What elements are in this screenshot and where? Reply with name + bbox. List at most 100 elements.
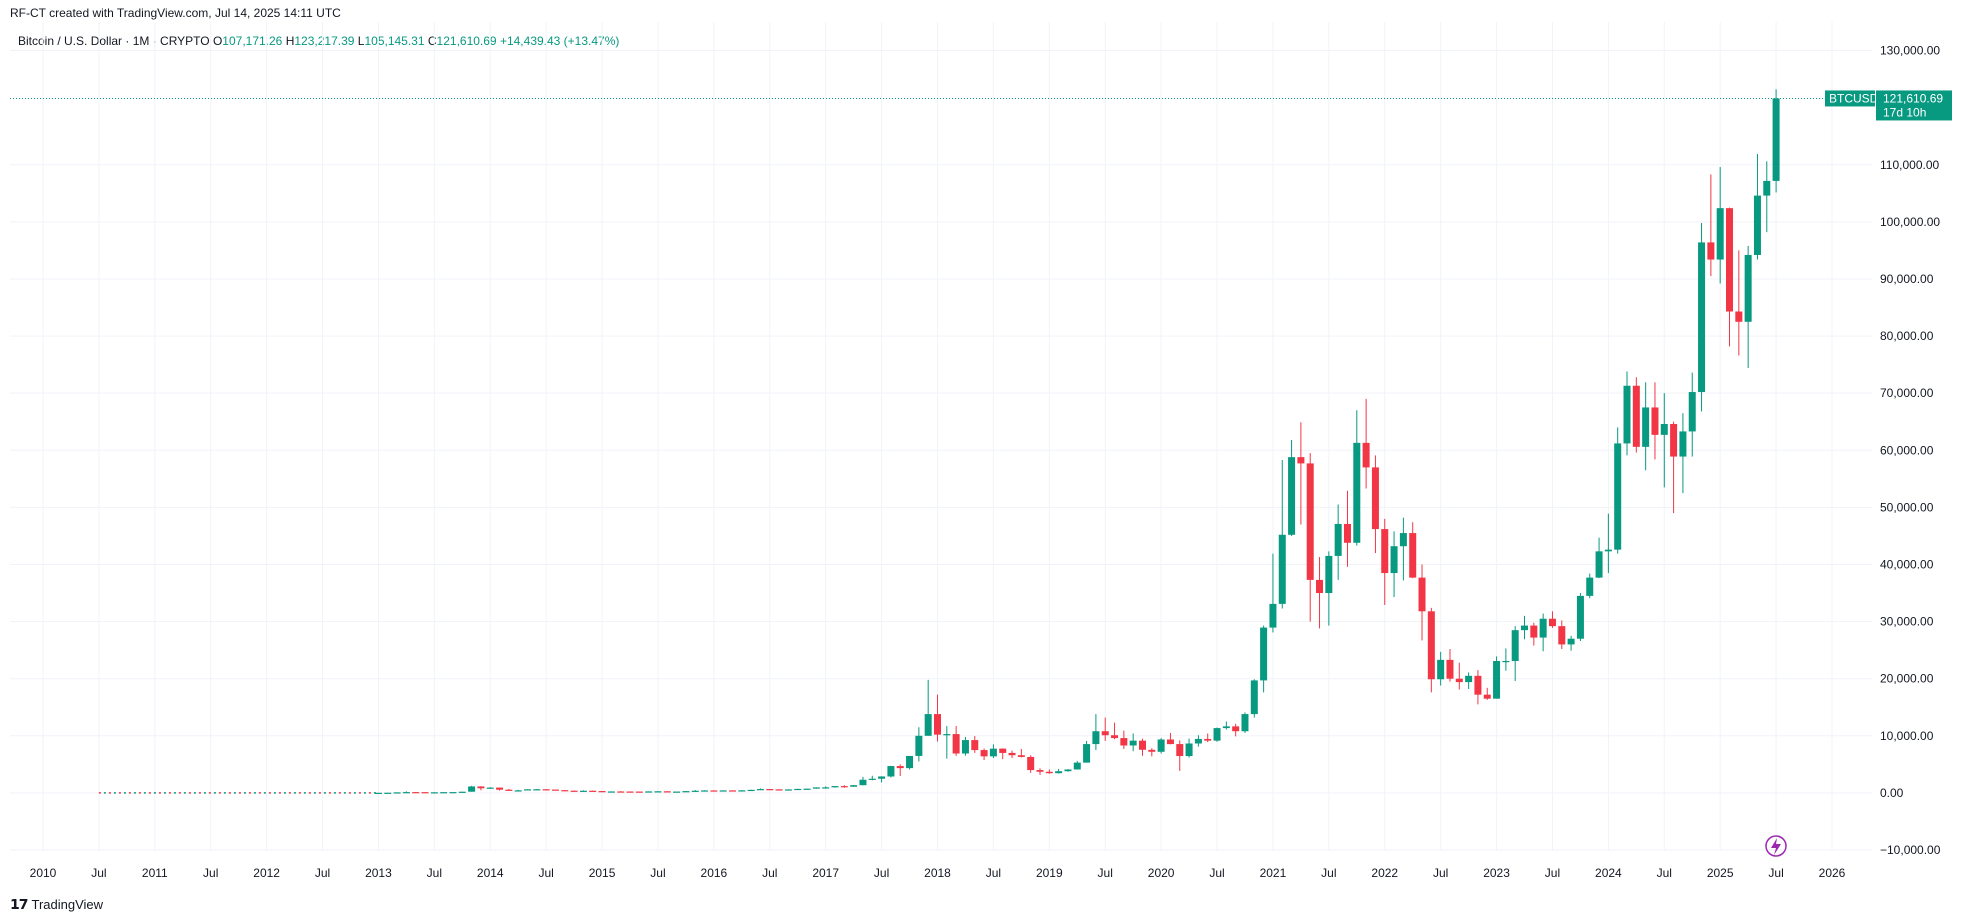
candle[interactable] [803, 788, 811, 790]
candle[interactable] [1688, 372, 1696, 457]
candle[interactable] [1316, 557, 1324, 629]
candle[interactable] [1614, 427, 1622, 554]
candle[interactable] [551, 789, 559, 791]
candle[interactable] [1101, 717, 1109, 741]
candle[interactable] [570, 790, 578, 792]
candle[interactable] [756, 788, 764, 791]
candle[interactable] [524, 789, 532, 791]
candle[interactable] [393, 792, 401, 794]
candle[interactable] [1744, 245, 1752, 369]
candle[interactable] [1288, 439, 1296, 536]
candle[interactable] [607, 791, 615, 793]
candle[interactable] [1371, 455, 1379, 554]
candle[interactable] [626, 791, 634, 793]
candle[interactable] [589, 790, 597, 792]
candle[interactable] [477, 786, 485, 791]
candle[interactable] [1064, 769, 1072, 772]
candle[interactable] [822, 786, 830, 789]
candle[interactable] [1763, 161, 1771, 233]
candle[interactable] [1055, 768, 1063, 774]
candle[interactable] [598, 791, 606, 793]
candle[interactable] [952, 726, 960, 756]
candle[interactable] [1595, 537, 1603, 579]
candle[interactable] [710, 790, 718, 792]
candle[interactable] [1362, 398, 1370, 489]
candle[interactable] [1157, 738, 1165, 754]
candle[interactable] [1204, 733, 1212, 743]
candle[interactable] [1558, 620, 1566, 649]
candle[interactable] [1120, 730, 1128, 749]
candle[interactable] [980, 748, 988, 761]
candle[interactable] [617, 791, 625, 793]
candle[interactable] [1642, 382, 1650, 471]
candle[interactable] [635, 791, 643, 793]
candle[interactable] [1465, 672, 1473, 689]
candle[interactable] [1213, 727, 1221, 742]
candle[interactable] [1036, 768, 1044, 775]
candle[interactable] [1483, 687, 1491, 700]
candle[interactable] [440, 792, 448, 794]
candle[interactable] [1325, 551, 1333, 626]
candle[interactable] [421, 792, 429, 794]
candle[interactable] [1269, 553, 1277, 633]
candle[interactable] [989, 744, 997, 759]
candle[interactable] [1474, 670, 1482, 705]
candle[interactable] [1418, 564, 1426, 641]
candle[interactable] [1660, 393, 1668, 488]
candle[interactable] [1716, 167, 1724, 284]
candle[interactable] [1185, 738, 1193, 758]
candle[interactable] [533, 789, 541, 791]
candle[interactable] [1241, 712, 1249, 733]
candle[interactable] [766, 789, 774, 791]
candle[interactable] [1222, 721, 1230, 730]
candle[interactable] [1008, 750, 1016, 759]
candle[interactable] [1306, 453, 1314, 622]
candle[interactable] [1437, 651, 1445, 686]
candle[interactable] [1017, 748, 1025, 758]
candle[interactable] [831, 786, 839, 788]
candle[interactable] [691, 790, 699, 792]
candle[interactable] [682, 790, 690, 793]
candle[interactable] [430, 792, 438, 794]
candle[interactable] [934, 694, 941, 742]
candle[interactable] [1073, 760, 1081, 770]
candle[interactable] [784, 789, 792, 791]
candle[interactable] [449, 792, 457, 794]
candle[interactable] [1343, 490, 1351, 567]
candle[interactable] [971, 736, 979, 753]
candle[interactable] [1455, 662, 1463, 690]
candle[interactable] [794, 788, 802, 791]
candle[interactable] [1753, 153, 1761, 260]
candle[interactable] [468, 785, 476, 792]
candle[interactable] [1576, 593, 1584, 642]
candle[interactable] [496, 787, 504, 791]
candle[interactable] [1735, 250, 1743, 356]
candle[interactable] [896, 764, 904, 777]
candle[interactable] [514, 789, 522, 792]
candle[interactable] [775, 789, 783, 791]
symbol-description[interactable]: Bitcoin / U.S. Dollar · 1M · CRYPTO [18, 34, 210, 48]
candle[interactable] [412, 792, 420, 794]
candle[interactable] [1707, 174, 1715, 277]
footer-brand[interactable]: 𝟭𝟳 TradingView [10, 896, 103, 913]
candle[interactable] [878, 776, 886, 783]
candle[interactable] [1539, 613, 1547, 652]
candle[interactable] [1679, 413, 1687, 494]
candle[interactable] [961, 736, 969, 756]
candle[interactable] [1353, 410, 1361, 546]
candle[interactable] [1772, 89, 1780, 193]
candle[interactable] [1194, 735, 1202, 747]
candle[interactable] [1166, 732, 1174, 745]
candle[interactable] [1530, 622, 1538, 646]
candle[interactable] [850, 785, 858, 787]
candle[interactable] [1027, 755, 1035, 773]
candle[interactable] [1521, 615, 1529, 640]
candle[interactable] [663, 791, 671, 793]
candle[interactable] [738, 790, 746, 792]
candle[interactable] [1045, 769, 1053, 774]
candle[interactable] [1623, 371, 1631, 456]
candle[interactable] [1670, 421, 1678, 514]
candle[interactable] [1409, 522, 1417, 579]
candle[interactable] [1502, 648, 1510, 671]
candle[interactable] [701, 790, 709, 792]
